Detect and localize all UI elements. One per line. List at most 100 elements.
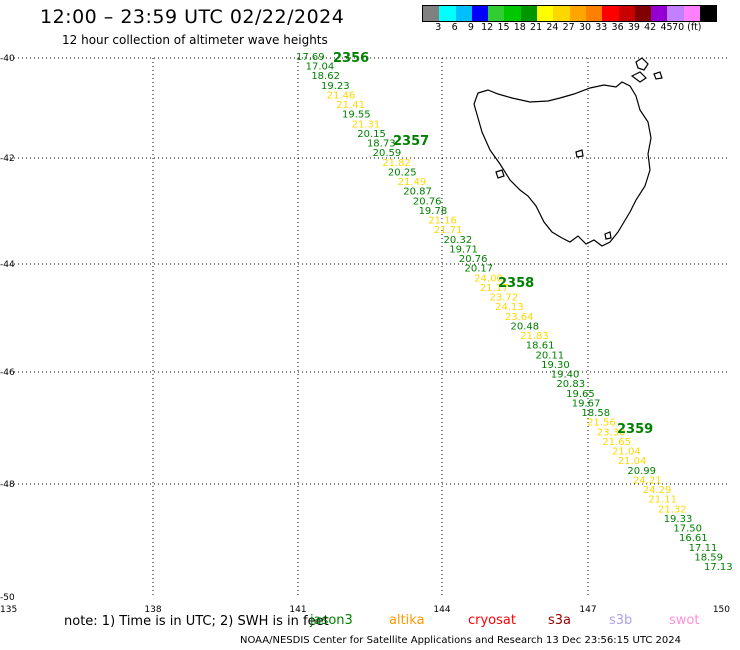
colorbar-swatch [504, 6, 521, 21]
colorbar-label: 24 [546, 22, 559, 33]
colorbar-swatch [423, 6, 440, 21]
wave-height-value: 19.67 [572, 398, 601, 409]
wave-height-value: 21.16 [428, 216, 457, 227]
wave-height-value: 21.41 [336, 100, 365, 111]
wave-height-value: 21.31 [352, 119, 381, 130]
flinders-island [635, 57, 649, 71]
colorbar-label: 27 [562, 22, 575, 33]
lat-tick-label: -48 [0, 480, 15, 490]
satellite-label-altika: altika [389, 613, 425, 628]
colorbar-swatch [471, 6, 489, 21]
wave-height-value: 19.55 [342, 110, 371, 121]
lat-tick-label: -50 [0, 593, 15, 603]
colorbar-label: 45 [660, 22, 673, 33]
colorbar-swatch [683, 6, 701, 21]
small-island [575, 149, 584, 158]
wave-height-value: 18.59 [694, 552, 723, 563]
wave-height-value: 17.69 [296, 52, 325, 63]
colorbar-swatch [585, 6, 603, 21]
colorbar-label: 36 [611, 22, 624, 33]
time-labels: 2356 2357 2358 2359 [333, 51, 653, 437]
colorbar-swatch [488, 6, 505, 21]
colorbar-label: 3 [435, 22, 442, 33]
wave-height-value: 20.83 [556, 379, 585, 390]
wave-height-value: 21.46 [327, 90, 356, 101]
time-label: 2358 [498, 276, 534, 291]
colorbar-labels: 3 6 9 12 15 18 21 24 27 30 33 36 39 42 45 70 (ft) [422, 22, 740, 34]
wave-height-value: 19.78 [419, 206, 448, 217]
map-axis-labels: 135 138 141 144 147 150 -40 -42 -44 -46 -48 -50 [0, 54, 730, 615]
wave-height-value: 21.83 [520, 331, 549, 342]
colorbar-swatch [634, 6, 652, 21]
wave-height-value: 21.17 [480, 283, 509, 294]
satellite-label-s3a: s3a [548, 613, 572, 628]
small-island [495, 169, 505, 179]
colorbar-label: 6 [451, 22, 458, 33]
lon-tick-label: 141 [289, 605, 306, 615]
time-label: 2359 [617, 422, 653, 437]
wave-height-value: 21.71 [434, 225, 463, 236]
colorbar-label: 70 (ft) [672, 22, 702, 33]
wave-height-value: 24.29 [643, 485, 672, 496]
wave-height-value: 21.56 [587, 418, 616, 429]
wave-height-value: 21.04 [612, 447, 641, 458]
wave-height-value: 16.61 [679, 533, 708, 544]
wave-height-value: 20.59 [373, 148, 402, 159]
time-label: 2356 [333, 51, 369, 66]
map-title: 12:00 – 23:59 UTC 02/22/2024 [40, 6, 345, 28]
colorbar-swatch [602, 6, 619, 21]
lat-tick-label: -46 [0, 368, 15, 378]
credit-text: NOAA/NESDIS Center for Satellite Applica… [240, 635, 682, 646]
colorbar-swatch [651, 6, 668, 21]
wave-height-value: 18.58 [581, 408, 610, 419]
colorbar-label: 42 [644, 22, 657, 33]
colorbar-swatch [553, 6, 570, 21]
colorbar-swatch [537, 6, 554, 21]
wave-height-value: 17.13 [704, 562, 733, 573]
lat-tick-label: -40 [0, 54, 15, 64]
satellite-label-cryosat: cryosat [468, 613, 516, 628]
small-island [653, 71, 663, 80]
tasmania-mainland [473, 81, 652, 247]
colorbar-swatch [700, 6, 717, 21]
wave-height-colorbar [422, 5, 718, 22]
wave-height-value: 20.15 [357, 129, 386, 140]
colorbar-swatch [667, 6, 684, 21]
wave-height-value: 20.76 [459, 254, 488, 265]
wave-height-value: 21.65 [602, 437, 631, 448]
wave-height-value: 18.73 [367, 139, 396, 150]
wave-height-value: 20.48 [510, 321, 539, 332]
wave-height-value: 19.71 [449, 244, 478, 255]
wave-height-value: 20.87 [403, 187, 432, 198]
wave-height-value: 17.50 [673, 524, 702, 535]
colorbar-label: 12 [481, 22, 494, 33]
tasmania-coastline [473, 57, 663, 247]
colorbar-label: 9 [467, 22, 474, 33]
small-island [604, 231, 612, 240]
colorbar-label: 39 [627, 22, 640, 33]
lon-tick-label: 138 [144, 605, 161, 615]
altimeter-track: 17.6917.0418.6219.2321.4621.4119.5521.31… [296, 52, 733, 573]
colorbar-swatch [455, 6, 472, 21]
colorbar-swatch [618, 6, 635, 21]
wave-height-value: 17.04 [306, 62, 335, 73]
wave-height-value: 19.23 [321, 81, 350, 92]
wave-height-value: 21.82 [382, 158, 411, 169]
time-label: 2357 [393, 134, 429, 149]
wave-height-value: 19.65 [566, 389, 595, 400]
wave-height-value: 19.33 [664, 514, 693, 525]
wave-height-value: 24.00 [474, 273, 503, 284]
wave-height-value: 21.11 [648, 495, 677, 506]
colorbar-label: 15 [497, 22, 510, 33]
wave-height-value: 19.40 [551, 370, 580, 381]
map-grid [10, 57, 730, 597]
colorbar-label: 21 [530, 22, 543, 33]
lon-tick-label: 150 [713, 605, 730, 615]
wave-height-value: 20.11 [535, 350, 564, 361]
wave-height-value: 24.21 [633, 475, 662, 486]
colorbar-swatch [569, 6, 586, 21]
wave-height-value: 23.72 [490, 293, 519, 304]
wave-height-value: 21.49 [398, 177, 427, 188]
colorbar-swatch [439, 6, 456, 21]
